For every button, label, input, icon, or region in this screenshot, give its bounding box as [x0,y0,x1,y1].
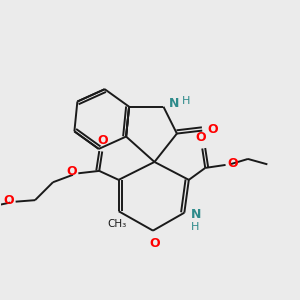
Text: N: N [191,208,201,221]
Text: H: H [182,96,190,106]
Text: O: O [227,157,238,170]
Text: O: O [207,124,218,136]
Text: O: O [66,165,77,178]
Text: O: O [97,134,107,147]
Text: O: O [4,194,14,207]
Text: N: N [169,97,179,110]
Text: O: O [149,237,160,250]
Text: H: H [191,222,199,232]
Text: CH₃: CH₃ [107,219,127,229]
Text: O: O [196,131,206,144]
